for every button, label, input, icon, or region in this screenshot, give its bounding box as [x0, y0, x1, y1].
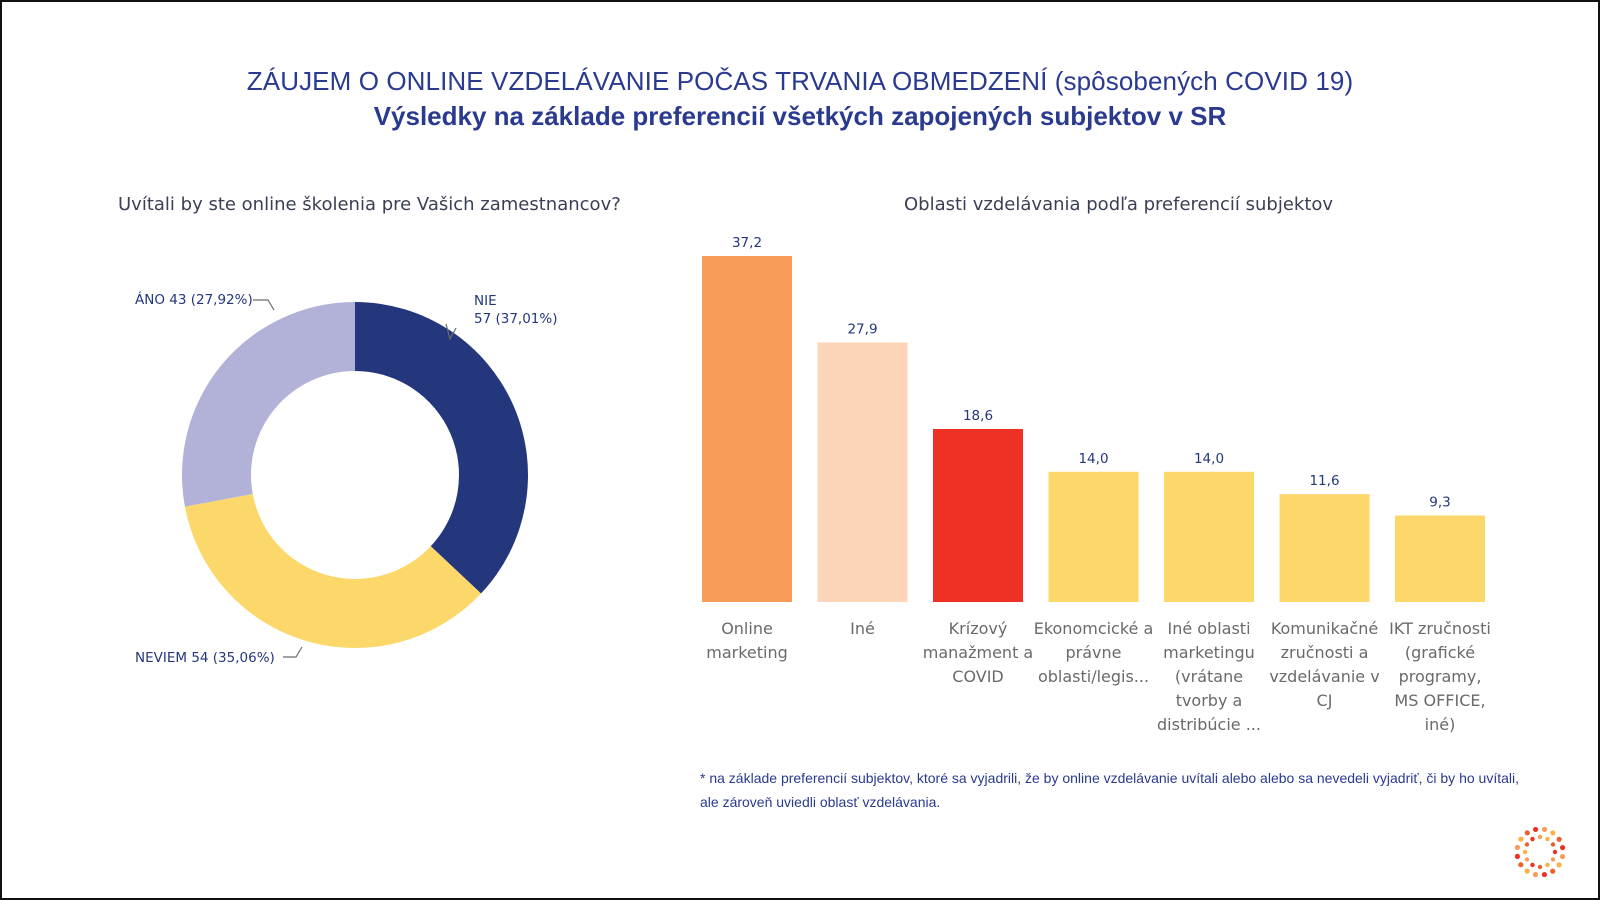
donut-leader-line — [283, 646, 303, 658]
title-block: ZÁUJEM O ONLINE VZDELÁVANIE POČAS TRVANI… — [2, 66, 1598, 132]
bar-value-label: 27,9 — [847, 322, 877, 338]
dotted-circle-logo-icon — [1514, 826, 1566, 878]
bar-category-label: marketingu — [1163, 643, 1255, 662]
bar-category-label: Iné — [850, 619, 875, 638]
donut-label: ÁNO 43 (27,92%) — [135, 291, 253, 308]
bar-category-label: manažment a — [923, 643, 1033, 662]
donut-label: 57 (37,01%) — [474, 311, 557, 327]
bar — [817, 342, 908, 602]
bar — [1395, 515, 1485, 602]
bar-category-label: Iné oblasti — [1167, 619, 1250, 638]
bar-category-label: vzdelávanie v — [1269, 667, 1379, 686]
bar-value-label: 18,6 — [963, 408, 993, 424]
bar-value-label: 37,2 — [732, 235, 762, 251]
bar-category-label: MS OFFICE, — [1394, 691, 1485, 710]
bar-category-label: iné) — [1425, 715, 1456, 734]
bar-chart: 37,2 Online marketing 27,9 Iné 18,6 Krízový man… — [702, 235, 1491, 734]
donut-slice-neviem — [184, 493, 482, 648]
bar-category-label: právne — [1066, 643, 1122, 662]
bar-value-label: 9,3 — [1429, 495, 1450, 511]
donut-chart-title: Uvítali by ste online školenia pre Vašic… — [118, 194, 621, 215]
bar-category-label: zručnosti a — [1281, 643, 1369, 662]
footnote: * na základe preferencií subjektov, ktor… — [700, 770, 1519, 810]
bar — [933, 429, 1023, 602]
bar-chart-title: Oblasti vzdelávania podľa preferencií su… — [904, 194, 1334, 215]
bar-category-label: distribúcie ... — [1157, 715, 1261, 734]
bar-category-label: Komunikačné — [1271, 619, 1378, 638]
donut-leader-line — [445, 323, 457, 341]
bar-category-label: (grafické — [1405, 643, 1475, 662]
bar — [702, 256, 792, 602]
bar-category-label: programy, — [1399, 667, 1482, 686]
donut-chart: NIE 57 (37,01%) NEVIEM 54 (35,06%) ÁNO 43 (… — [135, 291, 557, 666]
donut-leader-line — [253, 299, 275, 311]
bar-category-label: Ekonomcické a — [1034, 619, 1154, 638]
bar-category-label: marketing — [706, 643, 788, 662]
bar-category-label: Krízový — [949, 619, 1008, 638]
page-title: ZÁUJEM O ONLINE VZDELÁVANIE POČAS TRVANI… — [246, 66, 1354, 96]
donut-slice-nie — [355, 302, 528, 594]
donut-slice-áno — [182, 302, 355, 507]
bar-category-label: (vrátane — [1175, 667, 1243, 686]
page-subtitle: Výsledky na základe preferencií všetkých… — [373, 101, 1227, 131]
bar-category-label: oblasti/legis... — [1038, 667, 1149, 686]
bar — [1048, 471, 1139, 602]
bar-category-label: IKT zručnosti — [1389, 619, 1491, 638]
bar-value-label: 11,6 — [1309, 473, 1339, 489]
bar-value-label: 14,0 — [1194, 451, 1224, 467]
bar-category-label: CJ — [1317, 691, 1333, 710]
bar — [1279, 494, 1370, 602]
donut-label: NIE — [474, 293, 497, 309]
bar-value-label: 14,0 — [1078, 451, 1108, 467]
bar-category-label: tvorby a — [1176, 691, 1243, 710]
bar-category-label: Online — [721, 619, 773, 638]
donut-label: NEVIEM 54 (35,06%) — [135, 650, 275, 666]
bar-category-label: COVID — [952, 667, 1003, 686]
bar — [1164, 471, 1254, 602]
